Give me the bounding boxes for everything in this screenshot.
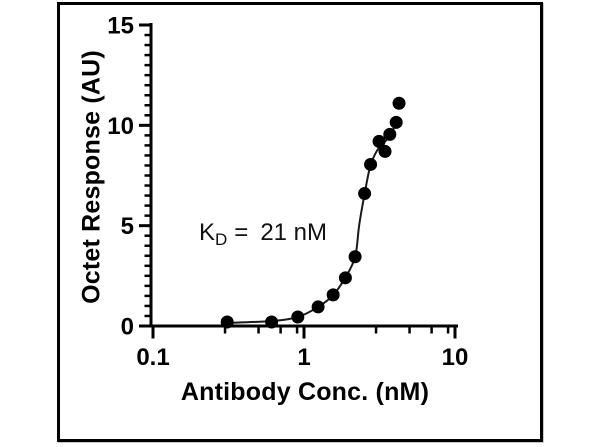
data-point <box>383 127 397 141</box>
kd-value: 21 nM <box>260 219 328 246</box>
data-point <box>291 310 305 324</box>
data-point <box>378 144 392 158</box>
kd-symbol: K <box>199 219 216 246</box>
data-point <box>348 250 362 264</box>
data-point <box>372 134 386 148</box>
y-tick-label: 10 <box>107 113 134 140</box>
data-point <box>326 288 340 302</box>
data-point <box>364 157 378 171</box>
data-point <box>389 115 403 129</box>
data-point <box>392 96 406 110</box>
kd-annotation: KD = 21 nM <box>199 219 327 250</box>
figure-frame <box>57 2 543 442</box>
data-point <box>358 187 372 201</box>
kd-operator: = <box>234 219 249 246</box>
data-point <box>338 271 352 285</box>
data-point <box>220 315 234 329</box>
y-tick-label: 0 <box>121 314 134 341</box>
x-axis-title: Antibody Conc. (nM) <box>180 378 430 406</box>
x-tick-label: 1 <box>297 344 310 371</box>
kd-subscript: D <box>215 230 228 249</box>
y-tick-label: 15 <box>107 13 134 40</box>
y-axis-title: Octet Response (AU) <box>77 50 106 304</box>
data-point <box>311 300 325 314</box>
x-tick-label: 10 <box>442 344 469 371</box>
x-tick-label: 0.1 <box>136 344 169 371</box>
data-point <box>265 315 279 329</box>
y-tick-label: 5 <box>121 213 134 240</box>
